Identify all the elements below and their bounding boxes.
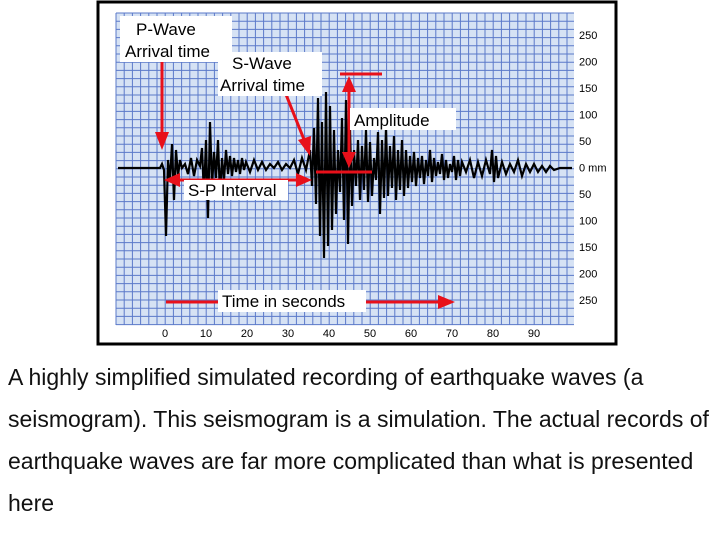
y-tick-label: 50	[579, 189, 591, 201]
sp-interval-label: S-P Interval	[188, 181, 277, 200]
time-axis-label: Time in seconds	[222, 292, 345, 311]
y-tick-label: 150	[579, 242, 597, 254]
y-tick-label: 200	[579, 57, 597, 69]
x-tick-label: 70	[446, 328, 458, 340]
x-tick-label: 20	[241, 328, 253, 340]
x-tick-label: 30	[282, 328, 294, 340]
amplitude-label: Amplitude	[354, 111, 430, 130]
y-tick-label: 250	[579, 295, 597, 307]
x-tick-label: 90	[528, 328, 540, 340]
y-tick-label: 100	[579, 110, 597, 122]
x-tick-label: 0	[162, 328, 168, 340]
y-tick-label: 50	[579, 136, 591, 148]
p-wave-label-line2: Arrival time	[125, 42, 210, 61]
y-tick-label: 150	[579, 83, 597, 95]
x-tick-label: 60	[405, 328, 417, 340]
figure-caption: A highly simplified simulated recording …	[8, 356, 713, 524]
y-tick-label: 100	[579, 216, 597, 228]
y-tick-label: 200	[579, 269, 597, 281]
y-tick-label: 250	[579, 30, 597, 42]
x-tick-label: 80	[487, 328, 499, 340]
s-wave-label-line2: Arrival time	[220, 76, 305, 95]
y-tick-label: 0 mm	[579, 163, 607, 175]
x-tick-label: 40	[323, 328, 335, 340]
x-tick-label: 10	[200, 328, 212, 340]
seismogram-figure: P-Wave Arrival time S-Wave Arrival time …	[0, 0, 720, 350]
p-wave-label-line1: P-Wave	[136, 20, 196, 39]
s-wave-label-line1: S-Wave	[232, 54, 292, 73]
x-tick-label: 50	[364, 328, 376, 340]
